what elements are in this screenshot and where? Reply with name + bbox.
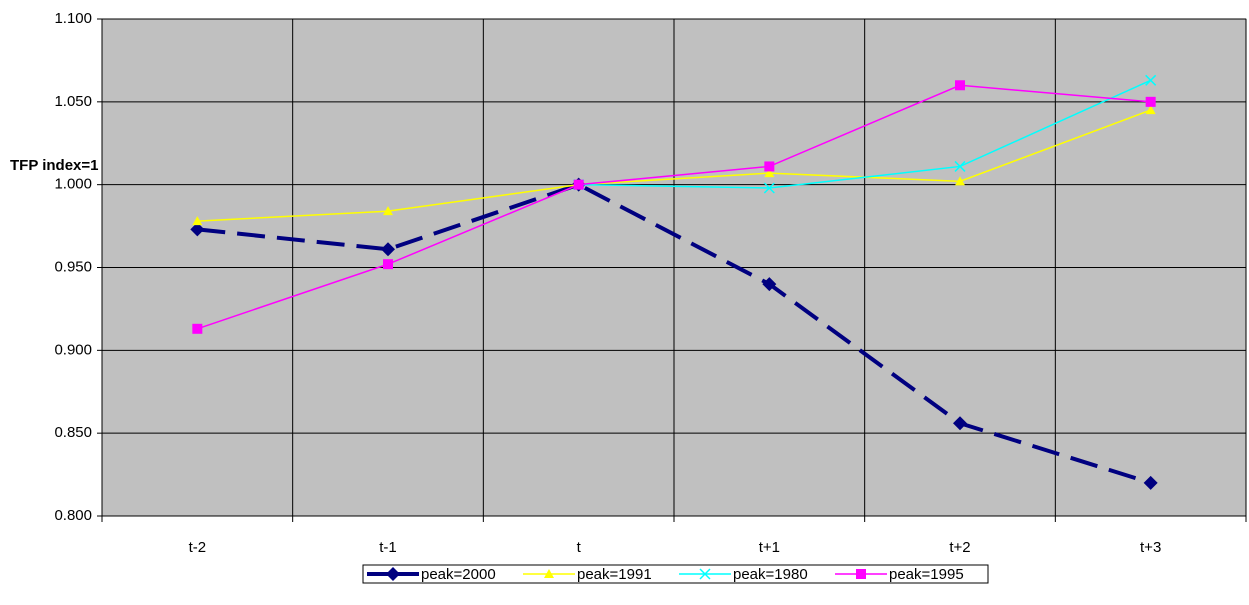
marker [954, 160, 966, 172]
marker [192, 323, 203, 334]
y-tick-label: 0.850 [54, 424, 92, 441]
marker [383, 206, 393, 216]
marker [764, 168, 775, 178]
marker [383, 259, 393, 270]
marker [763, 182, 775, 194]
legend-label: peak=1995 [889, 566, 964, 583]
legend-label: peak=1991 [577, 566, 652, 583]
legend-box [362, 564, 989, 584]
marker [381, 242, 395, 257]
marker [955, 176, 965, 186]
marker [1145, 74, 1157, 86]
marker [573, 179, 584, 190]
legend-label: peak=1980 [733, 566, 808, 583]
y-tick-label: 0.900 [54, 341, 92, 358]
marker [1143, 475, 1158, 490]
x-tick-label: t+1 [759, 539, 780, 556]
x-tick-label: t-1 [379, 539, 397, 556]
series-line [197, 182, 1152, 485]
marker [1145, 96, 1156, 107]
marker [953, 416, 967, 431]
series-line [578, 79, 1151, 189]
y-tick-label: 0.950 [54, 258, 92, 275]
x-tick-label: t+3 [1140, 539, 1161, 556]
series-line [197, 84, 1151, 330]
marker [192, 216, 203, 226]
marker [699, 568, 711, 580]
x-tick-label: t [577, 539, 582, 556]
series-line [197, 109, 1151, 222]
x-tick-label: t+2 [949, 539, 970, 556]
marker [1145, 105, 1156, 115]
x-tick-label: t-2 [189, 539, 207, 556]
marker [762, 277, 777, 292]
marker [386, 567, 400, 581]
y-tick-label: 1.050 [54, 93, 92, 110]
legend-label: peak=2000 [421, 566, 496, 583]
y-tick-label: 0.800 [54, 507, 92, 524]
marker [856, 569, 866, 579]
y-tick-label: 1.000 [54, 176, 92, 193]
marker [190, 222, 205, 237]
marker [544, 569, 554, 578]
y-tick-label: 1.100 [54, 10, 92, 27]
marker [764, 161, 775, 172]
marker [955, 80, 965, 91]
